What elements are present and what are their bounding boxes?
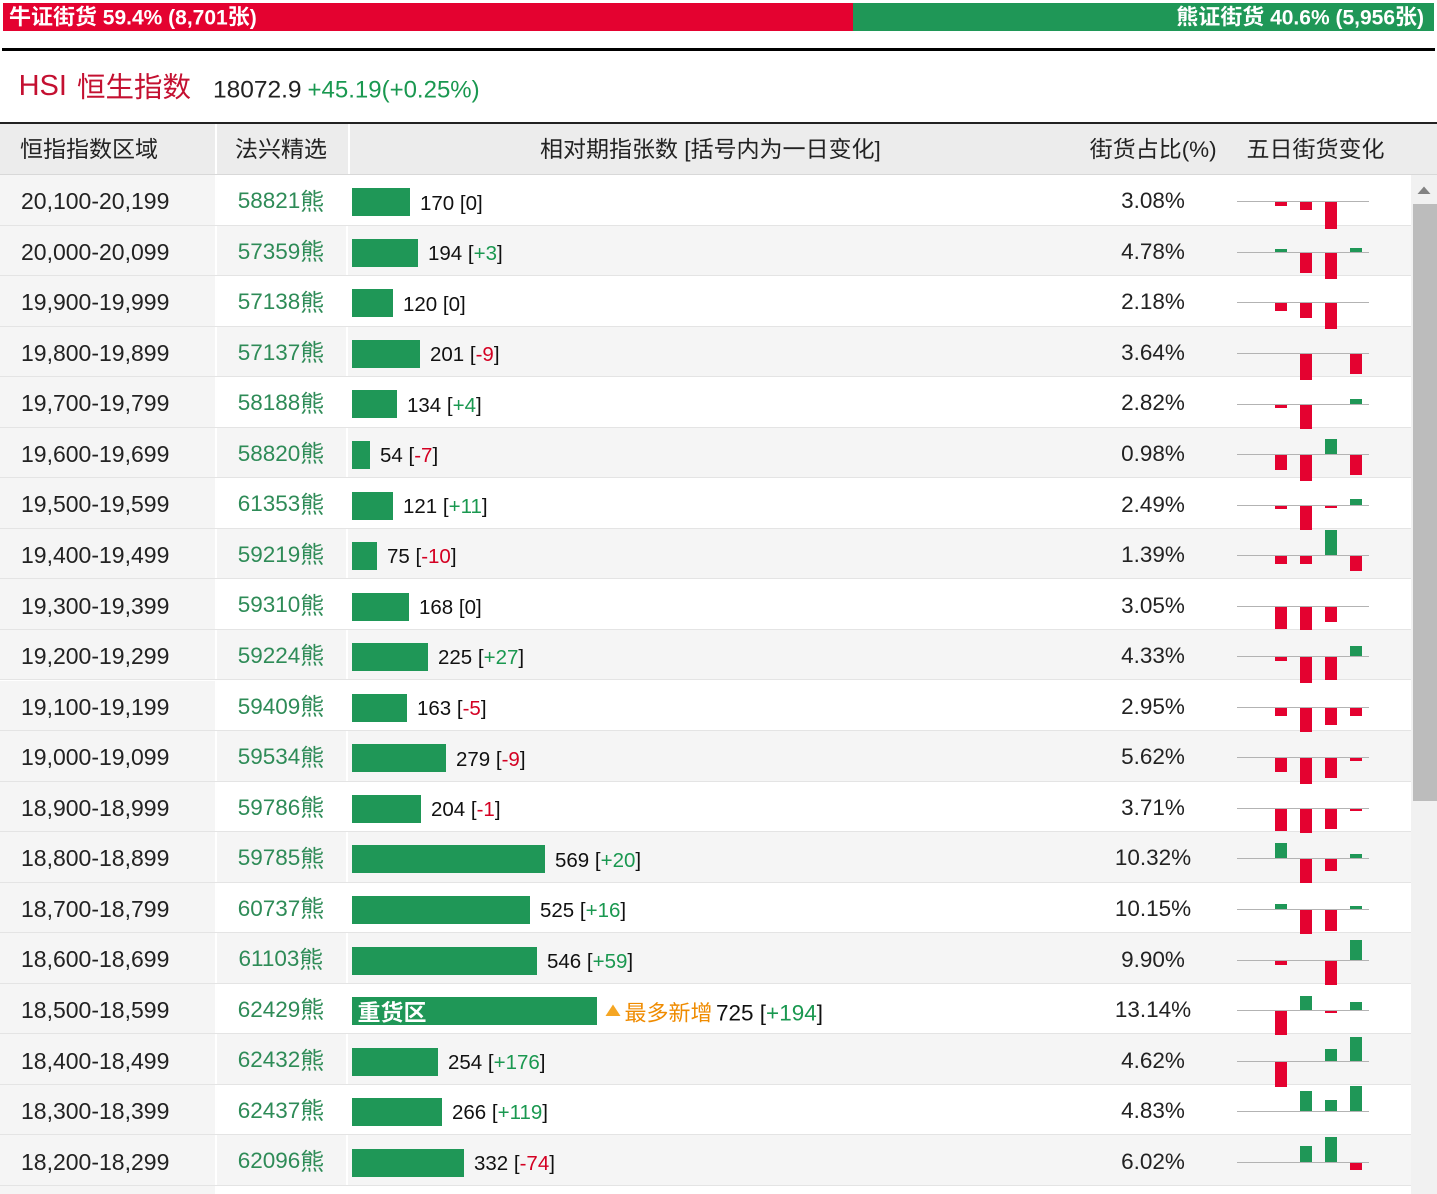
svg-text:): ) [1417,6,1424,29]
svg-text:(%): (%) [1182,137,1217,162]
svg-text:): ) [250,6,257,29]
svg-text:40.6% (5,956: 40.6% (5,956 [1270,6,1395,29]
svg-text:18072.9: 18072.9 [213,76,302,103]
svg-text:]: ] [817,1000,823,1025]
svg-text:725: 725 [716,1000,754,1025]
svg-text:+194: +194 [766,1000,817,1025]
svg-text:[: [ [760,1000,767,1025]
svg-text:[: [ [684,137,691,162]
svg-text:+45.19(+0.25%): +45.19(+0.25%) [308,76,480,103]
svg-text:]: ] [875,137,881,162]
svg-text:HSI: HSI [19,70,67,102]
svg-text:59.4% (8,701: 59.4% (8,701 [103,6,228,29]
